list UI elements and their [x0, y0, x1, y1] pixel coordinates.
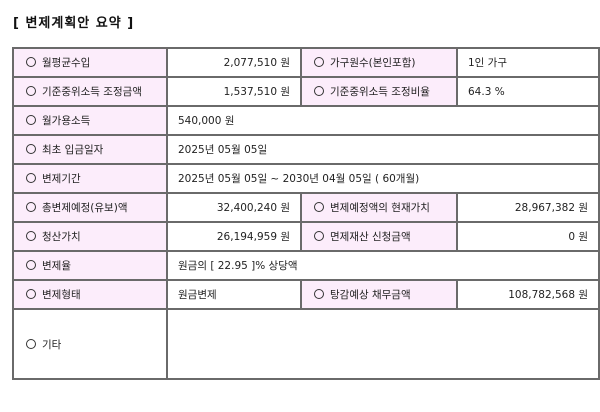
value-cell: 0 원 — [456, 221, 600, 252]
label-cell: 면제재산 신청금액 — [300, 221, 458, 252]
value-cell: 26,194,959 원 — [166, 221, 302, 252]
label-text: 기타 — [42, 338, 62, 351]
circle-bullet-icon — [26, 173, 36, 183]
label-text: 월평균수입 — [42, 57, 91, 69]
label-text: 기준중위소득 조정비율 — [330, 86, 430, 98]
label-cell: 가구원수(본인포함) — [300, 47, 458, 78]
label-text: 월가용소득 — [42, 115, 91, 127]
circle-bullet-icon — [26, 86, 36, 96]
label-cell: 청산가치 — [12, 221, 168, 252]
label-text: 최초 입금일자 — [42, 144, 104, 156]
table-row: 기타 — [12, 308, 600, 380]
label-cell: 기준중위소득 조정금액 — [12, 76, 168, 107]
value-cell: 64.3 % — [456, 76, 600, 107]
value-cell — [166, 308, 600, 380]
circle-bullet-icon — [26, 144, 36, 154]
value-cell: 원금변제 — [166, 279, 302, 310]
circle-bullet-icon — [26, 289, 36, 299]
label-cell: 탕감예상 채무금액 — [300, 279, 458, 310]
label-text: 면제재산 신청금액 — [330, 231, 411, 243]
value-cell: 32,400,240 원 — [166, 192, 302, 223]
table-row: 월가용소득 540,000 원 — [12, 105, 600, 136]
repayment-summary-table: 월평균수입 2,077,510 원 가구원수(본인포함) 1인 가구 기준중위소… — [12, 47, 600, 380]
circle-bullet-icon — [26, 57, 36, 67]
value-cell: 28,967,382 원 — [456, 192, 600, 223]
label-cell: 월가용소득 — [12, 105, 168, 136]
value-cell: 1,537,510 원 — [166, 76, 302, 107]
value-cell: 108,782,568 원 — [456, 279, 600, 310]
label-text: 변제기간 — [42, 173, 81, 185]
table-row: 청산가치 26,194,959 원 면제재산 신청금액 0 원 — [12, 221, 600, 252]
label-cell: 기준중위소득 조정비율 — [300, 76, 458, 107]
label-cell: 월평균수입 — [12, 47, 168, 78]
label-text: 변제율 — [42, 260, 71, 272]
table-row: 기준중위소득 조정금액 1,537,510 원 기준중위소득 조정비율 64.3… — [12, 76, 600, 107]
label-cell: 변제예정액의 현재가치 — [300, 192, 458, 223]
value-cell: 2,077,510 원 — [166, 47, 302, 78]
label-cell: 변제기간 — [12, 163, 168, 194]
value-cell: 2025년 05월 05일 — [166, 134, 600, 165]
circle-bullet-icon — [314, 289, 324, 299]
circle-bullet-icon — [314, 202, 324, 212]
circle-bullet-icon — [26, 338, 36, 349]
label-text: 가구원수(본인포함) — [330, 57, 416, 69]
circle-bullet-icon — [26, 115, 36, 125]
table-row: 변제기간 2025년 05월 05일 ~ 2030년 04월 05일 ( 60개… — [12, 163, 600, 194]
label-text: 탕감예상 채무금액 — [330, 289, 411, 301]
label-cell: 최초 입금일자 — [12, 134, 168, 165]
label-text: 변제예정액의 현재가치 — [330, 202, 430, 214]
label-cell: 기타 — [12, 308, 168, 380]
circle-bullet-icon — [26, 202, 36, 212]
label-text: 변제형태 — [42, 289, 81, 301]
value-cell: 540,000 원 — [166, 105, 600, 136]
label-cell: 변제율 — [12, 250, 168, 281]
table-row: 변제율 원금의 [ 22.95 ]% 상당액 — [12, 250, 600, 281]
page-title: [ 변제계획안 요약 ] — [13, 16, 135, 31]
circle-bullet-icon — [26, 231, 36, 241]
table-row: 최초 입금일자 2025년 05월 05일 — [12, 134, 600, 165]
label-text: 기준중위소득 조정금액 — [42, 86, 142, 98]
label-text: 총변제예정(유보)액 — [42, 202, 128, 214]
circle-bullet-icon — [26, 260, 36, 270]
value-cell: 원금의 [ 22.95 ]% 상당액 — [166, 250, 600, 281]
table-row: 변제형태 원금변제 탕감예상 채무금액 108,782,568 원 — [12, 279, 600, 310]
label-cell: 총변제예정(유보)액 — [12, 192, 168, 223]
value-cell: 2025년 05월 05일 ~ 2030년 04월 05일 ( 60개월) — [166, 163, 600, 194]
label-cell: 변제형태 — [12, 279, 168, 310]
circle-bullet-icon — [314, 86, 324, 96]
table-row: 월평균수입 2,077,510 원 가구원수(본인포함) 1인 가구 — [12, 47, 600, 78]
table-row: 총변제예정(유보)액 32,400,240 원 변제예정액의 현재가치 28,9… — [12, 192, 600, 223]
circle-bullet-icon — [314, 57, 324, 67]
value-cell: 1인 가구 — [456, 47, 600, 78]
circle-bullet-icon — [314, 231, 324, 241]
label-text: 청산가치 — [42, 231, 81, 243]
